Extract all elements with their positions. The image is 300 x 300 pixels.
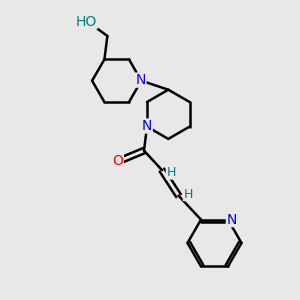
Text: N: N [136,73,146,87]
Text: N: N [142,119,152,133]
Text: HO: HO [76,15,97,28]
Text: H: H [183,188,193,201]
Text: N: N [226,213,237,226]
Text: H: H [166,166,176,179]
Text: O: O [112,154,123,168]
